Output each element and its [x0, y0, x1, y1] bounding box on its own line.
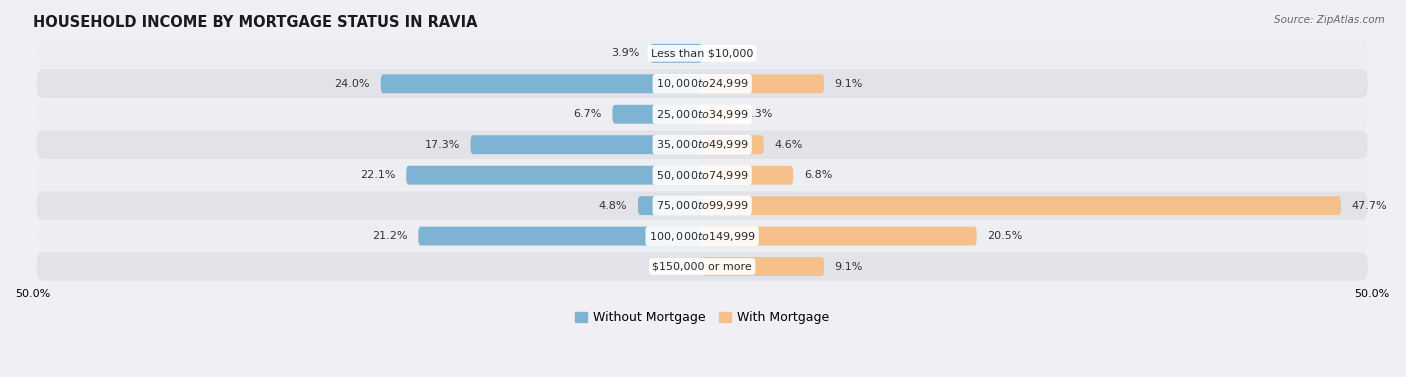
- Text: 22.1%: 22.1%: [360, 170, 395, 180]
- FancyBboxPatch shape: [702, 74, 824, 93]
- Text: 17.3%: 17.3%: [425, 140, 460, 150]
- FancyBboxPatch shape: [37, 100, 1368, 129]
- FancyBboxPatch shape: [37, 252, 1368, 281]
- FancyBboxPatch shape: [702, 166, 793, 185]
- FancyBboxPatch shape: [37, 191, 1368, 220]
- FancyBboxPatch shape: [406, 166, 702, 185]
- Text: 3.9%: 3.9%: [610, 48, 640, 58]
- FancyBboxPatch shape: [702, 257, 824, 276]
- FancyBboxPatch shape: [381, 74, 702, 93]
- Text: 47.7%: 47.7%: [1351, 201, 1388, 211]
- Legend: Without Mortgage, With Mortgage: Without Mortgage, With Mortgage: [569, 306, 835, 329]
- FancyBboxPatch shape: [702, 227, 977, 245]
- FancyBboxPatch shape: [37, 222, 1368, 250]
- FancyBboxPatch shape: [418, 227, 702, 245]
- Text: 4.6%: 4.6%: [775, 140, 803, 150]
- Text: 21.2%: 21.2%: [373, 231, 408, 241]
- Text: 4.8%: 4.8%: [599, 201, 627, 211]
- FancyBboxPatch shape: [702, 105, 733, 124]
- Text: $25,000 to $34,999: $25,000 to $34,999: [657, 108, 748, 121]
- Text: $50,000 to $74,999: $50,000 to $74,999: [657, 169, 748, 182]
- FancyBboxPatch shape: [37, 130, 1368, 159]
- Text: 24.0%: 24.0%: [335, 79, 370, 89]
- Text: 0.0%: 0.0%: [664, 262, 692, 271]
- FancyBboxPatch shape: [702, 196, 1341, 215]
- Text: $75,000 to $99,999: $75,000 to $99,999: [657, 199, 748, 212]
- Text: $150,000 or more: $150,000 or more: [652, 262, 752, 271]
- FancyBboxPatch shape: [471, 135, 702, 154]
- Text: HOUSEHOLD INCOME BY MORTGAGE STATUS IN RAVIA: HOUSEHOLD INCOME BY MORTGAGE STATUS IN R…: [32, 15, 477, 30]
- FancyBboxPatch shape: [37, 69, 1368, 98]
- Text: $35,000 to $49,999: $35,000 to $49,999: [657, 138, 748, 151]
- FancyBboxPatch shape: [37, 39, 1368, 67]
- FancyBboxPatch shape: [37, 161, 1368, 190]
- Text: 6.7%: 6.7%: [574, 109, 602, 119]
- Text: 2.3%: 2.3%: [744, 109, 772, 119]
- Text: 20.5%: 20.5%: [987, 231, 1022, 241]
- FancyBboxPatch shape: [613, 105, 702, 124]
- Text: 9.1%: 9.1%: [835, 79, 863, 89]
- FancyBboxPatch shape: [638, 196, 702, 215]
- Text: $10,000 to $24,999: $10,000 to $24,999: [657, 77, 748, 90]
- Text: 6.8%: 6.8%: [804, 170, 832, 180]
- FancyBboxPatch shape: [702, 135, 763, 154]
- Text: Less than $10,000: Less than $10,000: [651, 48, 754, 58]
- Text: Source: ZipAtlas.com: Source: ZipAtlas.com: [1274, 15, 1385, 25]
- Text: 0.0%: 0.0%: [713, 48, 741, 58]
- FancyBboxPatch shape: [650, 44, 702, 63]
- Text: $100,000 to $149,999: $100,000 to $149,999: [648, 230, 755, 242]
- Text: 9.1%: 9.1%: [835, 262, 863, 271]
